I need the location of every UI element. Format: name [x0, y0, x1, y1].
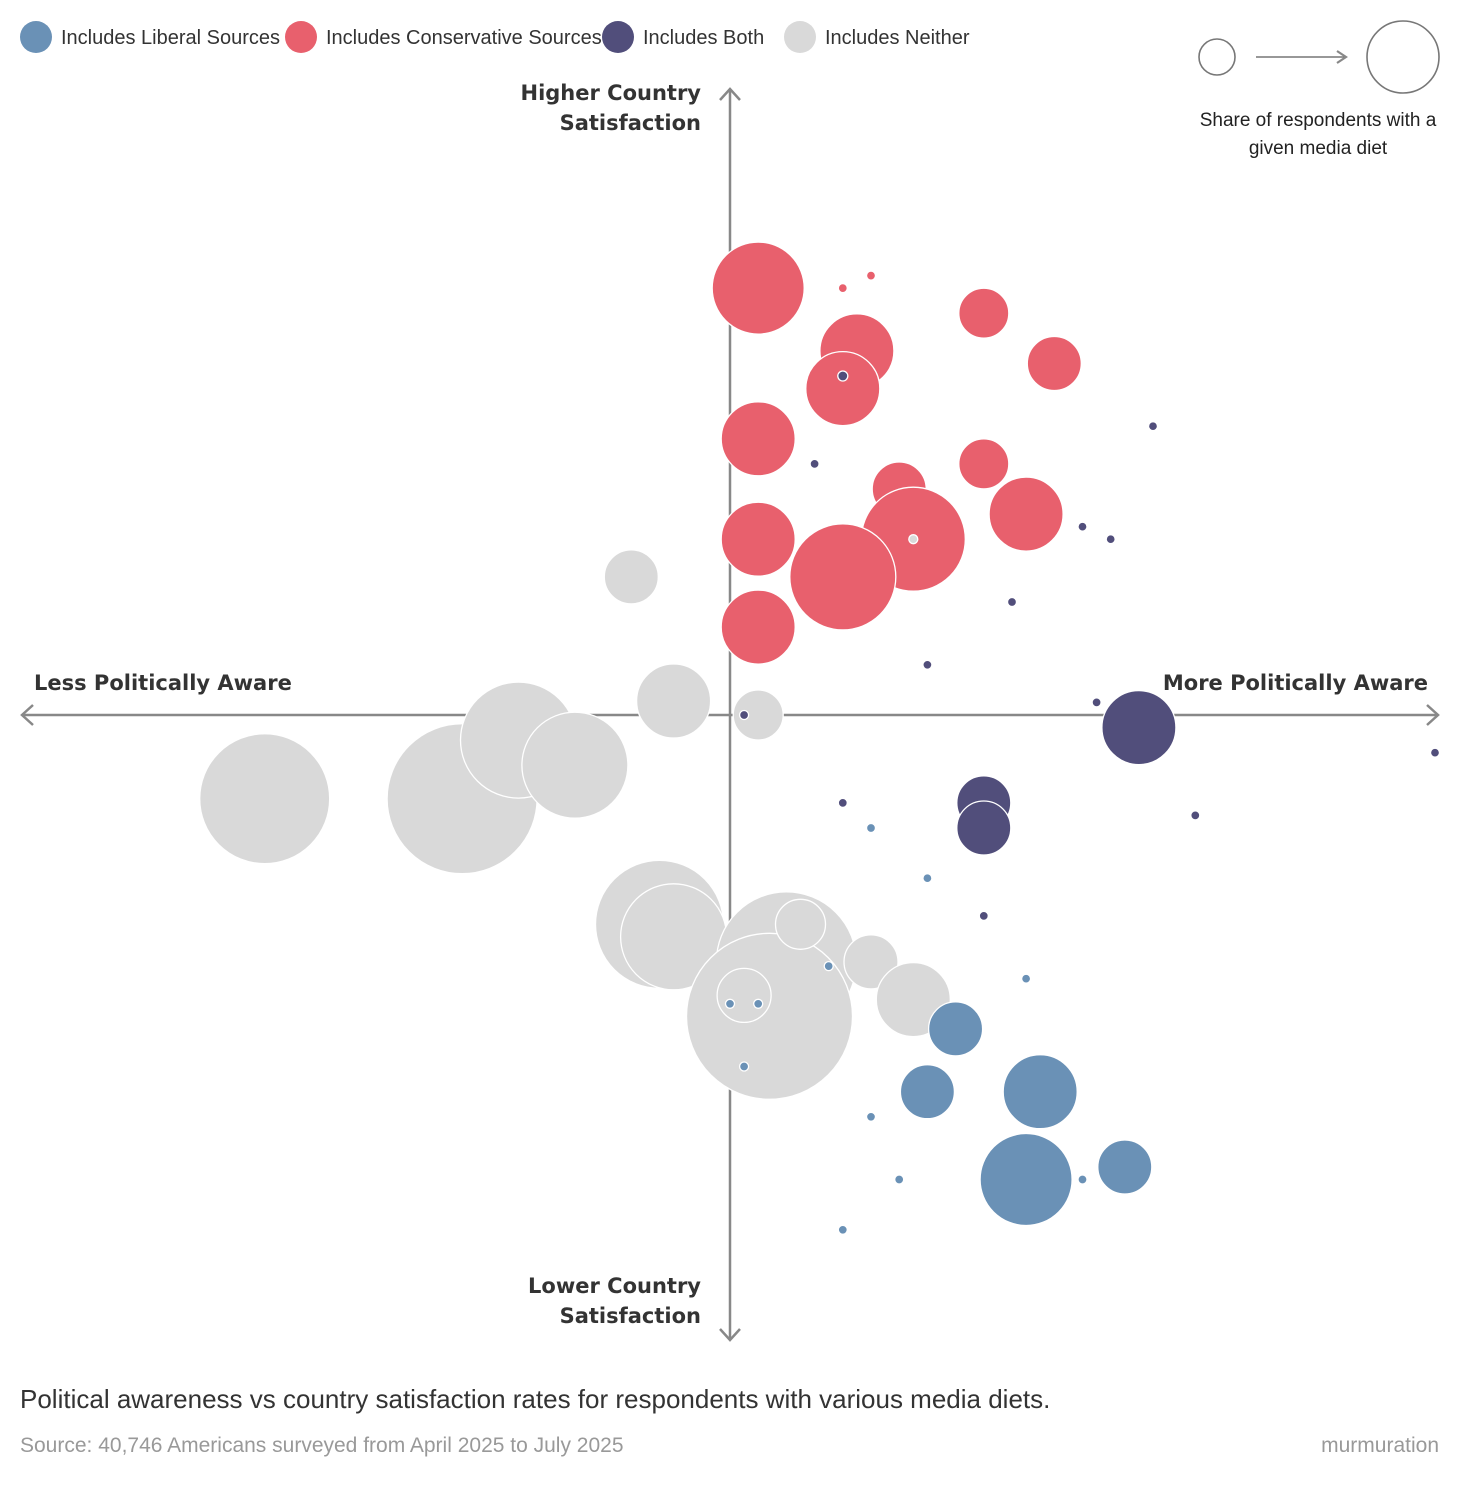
bubble-conservative-5: [1026, 335, 1082, 392]
bubble-both-8: [1101, 689, 1177, 766]
bubble-conservative-4: [958, 287, 1010, 339]
bubble-conservative-1: [837, 282, 848, 294]
bubble-neither-0: [199, 733, 331, 865]
bubble-neither-14: [732, 689, 784, 741]
bubble-both-13: [1190, 810, 1201, 821]
bubble-neither-10: [716, 967, 772, 1024]
legend-label-conservative: Includes Conservative Sources: [326, 27, 602, 49]
legend-label-neither: Includes Neither: [825, 27, 970, 49]
bubble-both-6: [922, 659, 933, 670]
bubble-conservative-13: [789, 523, 897, 631]
bubble-neither-11: [774, 898, 827, 950]
bubble-neither-9: [685, 932, 854, 1100]
y-axis-label-top-line1: Higher Country: [521, 81, 702, 105]
bubble-liberal-11: [1097, 1139, 1153, 1195]
x-axis-right-arrowhead: [1426, 704, 1440, 726]
bubble-conservative-2: [865, 270, 877, 281]
size-legend-small-circle: [1198, 38, 1236, 76]
size-legend-label-line2: given media diet: [1249, 138, 1388, 159]
bubble-liberal-15: [837, 1224, 848, 1235]
legend: Includes Liberal Sources Includes Conser…: [20, 21, 970, 53]
y-axis-label-bottom-line1: Lower Country: [528, 1274, 701, 1298]
legend-swatch-both: [602, 21, 634, 53]
x-axis-left-arrowhead: [20, 704, 34, 726]
y-axis-label-bottom-line2: Satisfaction: [560, 1304, 701, 1328]
bubbles-layer: [199, 241, 1441, 1235]
bubble-conservative-11: [720, 501, 796, 577]
size-legend-label-line1: Share of respondents with a: [1200, 110, 1437, 131]
bubble-conservative-8: [958, 438, 1010, 490]
size-legend-large-circle: [1366, 20, 1440, 94]
bubble-liberal-14: [1077, 1174, 1088, 1185]
legend-label-liberal: Includes Liberal Sources: [61, 27, 280, 49]
bubble-conservative-6: [805, 350, 881, 427]
brand-name: murmuration: [1321, 1434, 1439, 1457]
legend-swatch-conservative: [285, 21, 317, 53]
legend-label-both: Includes Both: [643, 27, 764, 49]
bubble-conservative-0: [711, 241, 805, 335]
bubble-liberal-7: [738, 1061, 750, 1072]
size-legend: Share of respondents with a given media …: [1198, 20, 1440, 159]
bubble-conservative-14: [720, 589, 796, 665]
bubble-conservative-7: [720, 401, 796, 477]
y-axis-label-top-line2: Satisfaction: [560, 111, 701, 135]
bubble-both-14: [978, 910, 989, 922]
bubble-liberal-5: [753, 998, 764, 1009]
bubble-liberal-13: [979, 1132, 1073, 1227]
bubble-both-0: [837, 370, 849, 382]
bubble-both-4: [1105, 534, 1116, 545]
x-axis-label-left: Less Politically Aware: [34, 671, 292, 695]
bubble-both-2: [809, 458, 820, 470]
bubble-liberal-10: [865, 1111, 877, 1122]
bubble-both-1: [1147, 421, 1159, 432]
bubble-conservative-10: [988, 476, 1064, 552]
bubble-both-10: [837, 797, 848, 809]
chart-caption: Political awareness vs country satisfact…: [20, 1384, 1051, 1414]
bubble-liberal-0: [865, 822, 877, 834]
x-axis-label-right: More Politically Aware: [1163, 671, 1428, 695]
bubble-liberal-8: [899, 1064, 956, 1120]
y-axis-top-arrowhead: [719, 87, 741, 101]
bubble-both-9: [1429, 747, 1441, 758]
bubble-both-12: [956, 800, 1012, 856]
legend-swatch-neither: [784, 21, 816, 53]
bubble-both-7: [1091, 697, 1102, 708]
bubble-liberal-2: [823, 960, 834, 972]
bubble-liberal-1: [922, 873, 933, 884]
bubble-neither-3: [521, 711, 629, 819]
bubble-neither-5: [635, 663, 712, 739]
bubble-both-15: [738, 709, 750, 721]
legend-swatch-liberal: [20, 21, 52, 53]
bubble-neither-0: [908, 534, 919, 545]
bubble-liberal-6: [927, 1001, 984, 1057]
bubble-liberal-3: [1020, 973, 1032, 984]
y-axis-bottom-arrowhead: [719, 1328, 741, 1342]
bubble-neither-4: [603, 549, 659, 605]
bubble-both-3: [1077, 521, 1088, 532]
bubble-liberal-9: [1002, 1054, 1078, 1130]
chart-source: Source: 40,746 Americans surveyed from A…: [20, 1434, 624, 1457]
bubble-liberal-4: [724, 998, 736, 1009]
bubble-both-5: [1006, 596, 1018, 608]
bubble-liberal-12: [894, 1174, 905, 1185]
